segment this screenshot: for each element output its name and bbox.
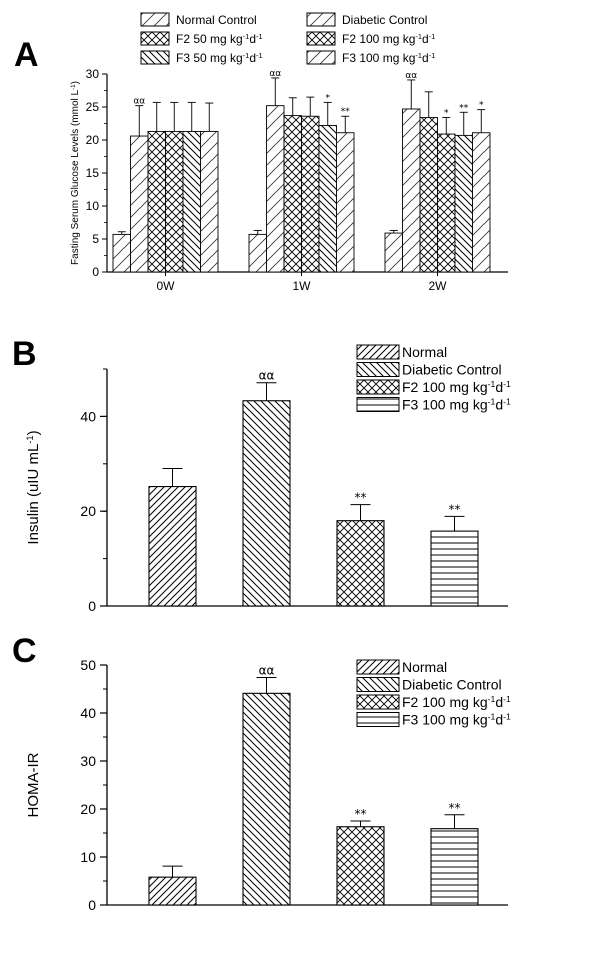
y-tick-label: 20 [80, 801, 96, 817]
legend-swatch [356, 694, 400, 710]
legend-swatch [306, 50, 336, 65]
y-tick-label: 30 [80, 753, 96, 769]
bar [283, 115, 302, 273]
bar [472, 132, 491, 273]
bar [336, 826, 385, 906]
y-axis-title: Insulin (uIU mL-1) [25, 430, 42, 544]
legend-swatch [356, 677, 400, 692]
significance-label: * [326, 93, 331, 103]
legend-swatch [356, 659, 400, 675]
legend-swatch [356, 712, 400, 727]
legend-label: Normal Control [176, 13, 257, 27]
significance-label: ** [355, 807, 367, 821]
bar [384, 232, 403, 273]
bar [130, 135, 149, 273]
y-axis-title: Fasting Serum Glucose Levels (mmol L-1) [70, 81, 82, 265]
bar [248, 233, 267, 273]
y-tick-label: 30 [86, 67, 100, 81]
bar [165, 130, 184, 273]
y-tick-label: 20 [80, 503, 96, 519]
bar [336, 132, 355, 273]
legend-label: F3 50 mg kg-1d-1 [176, 51, 263, 66]
bar [318, 125, 337, 273]
legend-swatch [356, 397, 400, 412]
bar [454, 134, 473, 273]
bar [266, 105, 285, 273]
legend-swatch [140, 31, 170, 46]
legend-label: F2 100 mg kg-1d-1 [402, 694, 511, 710]
y-tick-label: 15 [86, 166, 100, 180]
y-tick-label: 0 [92, 265, 99, 279]
legend-swatch [356, 362, 400, 377]
y-axis-title: HOMA-IR [25, 752, 42, 817]
bar [242, 400, 291, 607]
legend-label: F2 50 mg kg-1d-1 [176, 32, 263, 47]
y-tick-label: 40 [80, 408, 96, 424]
bar [430, 828, 479, 906]
legend-swatch [140, 12, 170, 27]
bar [148, 876, 197, 906]
y-tick-label: 10 [80, 849, 96, 865]
y-tick-label: 50 [80, 657, 96, 673]
legend-label: F3 100 mg kg-1d-1 [402, 712, 511, 728]
bar [419, 117, 438, 273]
legend-swatch [356, 344, 400, 360]
legend-label: Diabetic Control [402, 677, 502, 693]
bar [200, 130, 219, 273]
significance-label: αα [259, 369, 275, 383]
legend-label: Normal [402, 344, 447, 360]
y-tick-label: 40 [80, 705, 96, 721]
significance-label: * [479, 101, 484, 111]
panel-a-letter: A [14, 36, 39, 74]
significance-label: αα [133, 97, 145, 107]
significance-label: αα [405, 71, 417, 81]
legend-label: F2 100 mg kg-1d-1 [402, 379, 511, 395]
legend-label: Diabetic Control [402, 362, 502, 378]
significance-label: ** [459, 103, 469, 113]
bar [336, 520, 385, 607]
legend-label: Diabetic Control [342, 13, 427, 27]
y-tick-label: 0 [88, 897, 96, 913]
y-tick-label: 10 [86, 199, 100, 213]
bar [147, 130, 166, 273]
y-tick-label: 0 [88, 598, 96, 614]
x-tick-label: 0W [157, 279, 176, 293]
x-tick-label: 1W [293, 279, 312, 293]
panel-c-letter: C [12, 632, 37, 670]
bar [182, 130, 201, 273]
significance-label: * [444, 109, 449, 119]
bar [402, 108, 421, 273]
panel-a: A Normal Control Diabetic Control F2 50 mg … [14, 12, 508, 293]
bar [112, 233, 131, 273]
significance-label: αα [269, 69, 281, 79]
legend-label: Normal [402, 659, 447, 675]
legend-label: F2 100 mg kg-1d-1 [342, 32, 435, 47]
y-tick-label: 20 [86, 133, 100, 147]
legend-swatch [306, 31, 336, 46]
significance-label: ** [449, 801, 461, 815]
bar [430, 530, 479, 607]
bar [148, 486, 197, 607]
significance-label: ** [449, 502, 461, 516]
legend-label: F3 100 mg kg-1d-1 [342, 51, 435, 66]
legend-swatch [306, 12, 336, 27]
significance-label: ** [355, 491, 367, 505]
x-tick-label: 2W [429, 279, 448, 293]
bar [242, 692, 291, 906]
y-tick-label: 25 [86, 100, 100, 114]
legend-label: F3 100 mg kg-1d-1 [402, 397, 511, 413]
legend-swatch [140, 50, 170, 65]
bar [437, 133, 456, 273]
legend-swatch [356, 379, 400, 395]
bar [301, 115, 320, 273]
panel-b-letter: B [12, 335, 37, 373]
significance-label: αα [259, 663, 275, 677]
y-tick-label: 5 [92, 232, 99, 246]
significance-label: ** [341, 107, 351, 117]
